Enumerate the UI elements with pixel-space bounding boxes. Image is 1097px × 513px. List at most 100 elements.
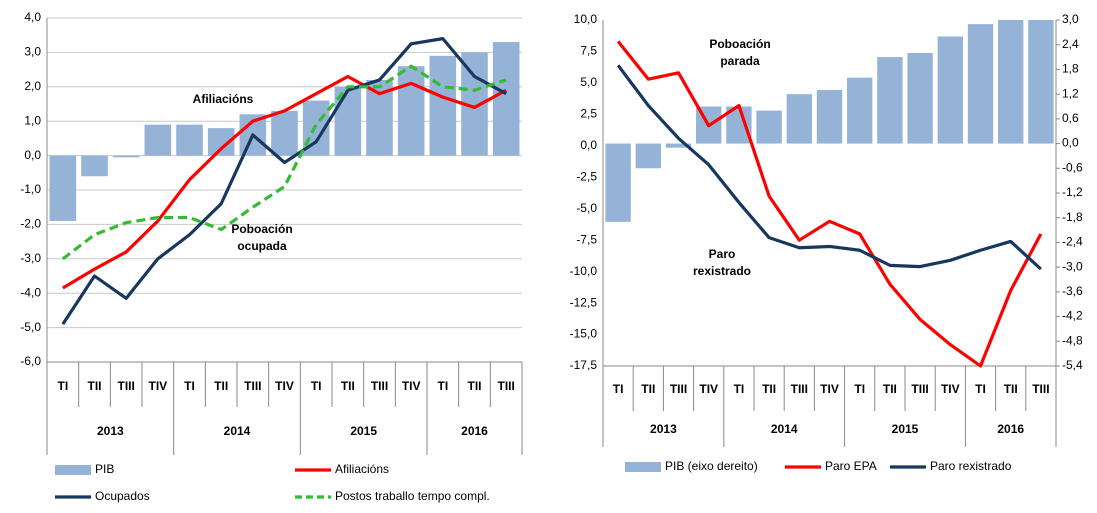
line-series xyxy=(61,37,507,326)
x-tick-label: TII xyxy=(762,382,776,396)
x-tick-label: TII xyxy=(468,379,482,393)
y-tick-label: 10,0 xyxy=(574,12,598,26)
bar xyxy=(144,124,172,156)
x-tick-label: TIV xyxy=(699,382,718,396)
year-label: 2015 xyxy=(892,422,919,436)
y-tick-label: -10,0 xyxy=(570,264,598,278)
y2-tick-label: 2,4 xyxy=(1062,37,1079,51)
x-tick-label: TII xyxy=(883,382,897,396)
x-tick-label: TI xyxy=(311,379,322,393)
y-tick-label: 7,5 xyxy=(580,44,597,58)
year-label: 2015 xyxy=(350,424,377,438)
y-tick-label: 0,0 xyxy=(580,138,597,152)
year-label: 2016 xyxy=(461,424,488,438)
annotation: Afiliacións xyxy=(193,92,254,106)
x-tick-label: TIV xyxy=(941,382,960,396)
bar xyxy=(397,66,425,156)
x-tick-label: TI xyxy=(184,379,195,393)
y-tick-label: -4,0 xyxy=(20,285,41,299)
bar xyxy=(665,143,692,148)
y-tick-label: 5,0 xyxy=(580,75,597,89)
bar xyxy=(271,110,298,156)
x-tick-label: TIII xyxy=(497,379,514,393)
y2-tick-label: 3,0 xyxy=(1062,12,1079,26)
y-tick-label: -5,0 xyxy=(576,201,597,215)
y-tick-label: -6,0 xyxy=(20,354,41,368)
bar xyxy=(605,143,631,222)
x-tick-label: TII xyxy=(214,379,228,393)
y-tick-label: -2,0 xyxy=(20,217,41,231)
line-series xyxy=(616,64,1042,271)
y2-tick-label: -4,2 xyxy=(1062,309,1083,323)
annotation: Poboación xyxy=(231,222,292,236)
year-label: 2013 xyxy=(97,424,124,438)
bar xyxy=(756,110,782,144)
annotation: ocupada xyxy=(237,239,287,253)
y-tick-label: 1,0 xyxy=(24,113,41,127)
line-series xyxy=(62,74,507,290)
y2-tick-label: -4,8 xyxy=(1062,333,1083,347)
year-label: 2014 xyxy=(224,424,251,438)
y-tick-label: 4,0 xyxy=(24,10,41,24)
y-tick-label: -3,0 xyxy=(20,251,41,265)
x-tick-label: TIII xyxy=(244,379,261,393)
y-tick-label: -12,5 xyxy=(570,295,598,309)
y2-tick-label: 1,2 xyxy=(1062,86,1079,100)
y2-tick-label: -3,0 xyxy=(1062,259,1083,273)
bar xyxy=(877,57,903,144)
annotation: Paro xyxy=(709,247,736,261)
y2-tick-label: -5,4 xyxy=(1062,358,1083,372)
y-tick-label: 2,5 xyxy=(580,107,597,121)
legend-label: Paro EPA xyxy=(825,459,877,473)
y-tick-label: -1,0 xyxy=(20,182,41,196)
legend-swatch xyxy=(55,465,91,475)
legend-swatch xyxy=(625,462,661,472)
y2-tick-label: -1,8 xyxy=(1062,210,1083,224)
x-tick-label: TI xyxy=(975,382,986,396)
x-tick-label: TIV xyxy=(148,379,167,393)
x-tick-label: TIV xyxy=(275,379,294,393)
x-tick-label: TIII xyxy=(371,379,388,393)
x-tick-label: TIII xyxy=(670,382,687,396)
bar xyxy=(816,90,843,144)
y2-tick-label: 1,8 xyxy=(1062,62,1079,76)
line-series xyxy=(616,40,1043,368)
y-tick-label: -2,5 xyxy=(576,169,597,183)
legend-label: Afiliacións xyxy=(335,462,389,476)
x-tick-label: TI xyxy=(437,379,448,393)
line-series xyxy=(61,64,507,261)
x-tick-label: TI xyxy=(57,379,68,393)
x-tick-label: TIV xyxy=(402,379,421,393)
legend-label: Ocupados xyxy=(95,489,150,503)
x-tick-label: TIII xyxy=(1032,382,1049,396)
x-tick-label: TI xyxy=(734,382,745,396)
bar xyxy=(847,77,873,144)
y2-tick-label: -1,2 xyxy=(1062,185,1083,199)
year-label: 2016 xyxy=(997,422,1024,436)
legend-label: PIB (eixo dereito) xyxy=(665,459,758,473)
bar xyxy=(49,155,77,221)
bar xyxy=(635,143,661,169)
legend-label: Postos traballo tempo compl. xyxy=(335,489,490,503)
annotation: rexistrado xyxy=(693,264,751,278)
x-tick-label: TII xyxy=(341,379,355,393)
bar xyxy=(112,155,140,158)
year-label: 2013 xyxy=(650,422,677,436)
x-tick-label: TIII xyxy=(791,382,808,396)
y2-tick-label: 0,0 xyxy=(1062,136,1079,150)
legend-label: Paro rexistrado xyxy=(930,459,1012,473)
bar xyxy=(786,94,812,144)
bar xyxy=(1028,20,1054,144)
x-tick-label: TII xyxy=(88,379,102,393)
y-tick-label: 2,0 xyxy=(24,79,41,93)
y2-tick-label: -0,6 xyxy=(1062,160,1083,174)
x-tick-label: TIII xyxy=(117,379,134,393)
bar xyxy=(492,42,520,156)
bar xyxy=(907,52,933,144)
x-tick-label: TIII xyxy=(911,382,928,396)
annotation: Poboación xyxy=(709,37,770,51)
y-tick-label: 3,0 xyxy=(24,45,41,59)
x-tick-label: TII xyxy=(641,382,655,396)
